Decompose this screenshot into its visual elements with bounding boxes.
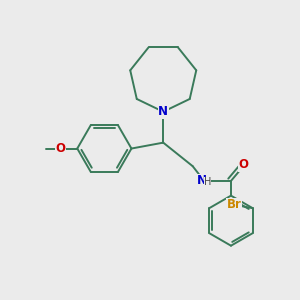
Text: Br: Br [227, 198, 242, 211]
Text: N: N [158, 105, 168, 118]
Text: H: H [204, 177, 211, 188]
Text: O: O [55, 142, 65, 155]
Text: O: O [238, 158, 249, 171]
Text: N: N [196, 174, 206, 188]
